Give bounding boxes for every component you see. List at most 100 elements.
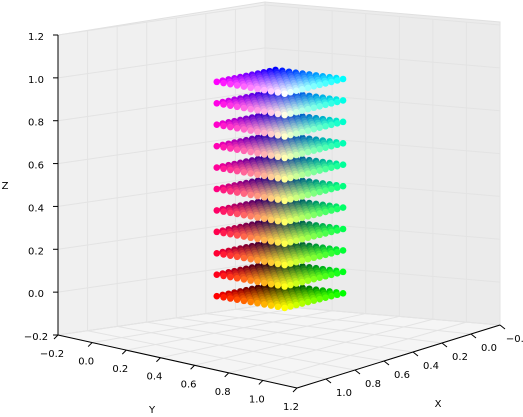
point xyxy=(304,298,312,306)
point xyxy=(240,168,248,176)
x-tick-label: 0.6 xyxy=(394,370,410,381)
x-tick-label: 1.0 xyxy=(336,388,352,399)
point xyxy=(287,88,294,96)
point xyxy=(310,190,318,197)
point xyxy=(310,211,318,219)
point xyxy=(328,100,335,107)
point xyxy=(298,171,306,179)
point xyxy=(287,196,294,203)
point xyxy=(328,228,335,236)
point xyxy=(274,260,282,268)
point xyxy=(316,252,323,260)
point xyxy=(247,277,255,284)
point xyxy=(298,193,306,200)
point xyxy=(254,192,261,200)
point xyxy=(260,108,268,115)
point xyxy=(213,164,221,171)
point xyxy=(322,294,329,301)
point xyxy=(213,99,221,107)
point xyxy=(322,80,329,87)
point xyxy=(310,254,318,262)
point xyxy=(254,85,261,93)
point xyxy=(281,218,288,226)
y-tick-label: −0.2 xyxy=(40,349,64,360)
y-tick-label: 0.2 xyxy=(112,364,128,375)
point xyxy=(233,189,241,196)
point xyxy=(316,145,323,153)
y-tick xyxy=(292,387,298,393)
point xyxy=(213,271,221,279)
point xyxy=(333,205,341,213)
point xyxy=(247,105,255,113)
point xyxy=(260,279,268,287)
grid-line xyxy=(57,304,266,336)
point xyxy=(254,257,261,264)
z-tick-label: 1.0 xyxy=(28,75,44,86)
point xyxy=(274,110,282,118)
point xyxy=(304,105,312,113)
point xyxy=(328,121,335,129)
x-tick xyxy=(325,378,332,384)
point xyxy=(333,184,341,191)
point xyxy=(293,108,300,116)
grid-line xyxy=(57,47,266,79)
point xyxy=(240,147,248,155)
point xyxy=(260,151,268,158)
point xyxy=(293,280,300,287)
point xyxy=(240,254,248,262)
point xyxy=(240,190,248,198)
point xyxy=(316,295,323,303)
point xyxy=(213,142,221,150)
point xyxy=(333,120,341,127)
point xyxy=(274,217,282,225)
point xyxy=(333,291,341,299)
point xyxy=(310,233,318,240)
point xyxy=(293,301,300,309)
point xyxy=(293,130,300,137)
point xyxy=(298,235,306,243)
point xyxy=(316,102,323,110)
point xyxy=(274,174,282,182)
point xyxy=(293,194,300,202)
point xyxy=(267,87,275,95)
point xyxy=(254,299,261,307)
point xyxy=(287,153,294,160)
point xyxy=(247,298,255,306)
y-tick-label: 1.0 xyxy=(249,394,265,405)
point xyxy=(328,207,335,214)
grid-line xyxy=(235,308,472,335)
grid-line xyxy=(57,218,266,250)
point xyxy=(281,304,288,312)
point xyxy=(213,292,221,300)
point xyxy=(339,75,347,83)
point xyxy=(233,232,241,239)
point xyxy=(240,276,248,283)
point xyxy=(213,228,221,236)
point xyxy=(281,176,288,183)
z-axis-title: Z xyxy=(2,181,9,192)
grid-line xyxy=(87,330,327,380)
y-tick xyxy=(156,357,161,363)
grid-line xyxy=(57,261,266,293)
point xyxy=(240,104,248,112)
point xyxy=(304,84,312,92)
point xyxy=(233,296,241,303)
point xyxy=(328,250,335,257)
y-axis-line xyxy=(57,334,298,389)
point xyxy=(328,292,335,300)
point xyxy=(227,166,234,174)
point xyxy=(247,170,255,177)
point xyxy=(333,162,341,170)
point xyxy=(220,272,227,280)
point xyxy=(267,302,275,309)
point xyxy=(328,78,335,86)
point xyxy=(339,204,347,211)
point xyxy=(213,78,221,86)
point xyxy=(220,186,227,194)
grid-line xyxy=(92,307,299,344)
point xyxy=(287,303,294,310)
point xyxy=(260,236,268,244)
point xyxy=(281,133,288,140)
point xyxy=(227,252,234,259)
